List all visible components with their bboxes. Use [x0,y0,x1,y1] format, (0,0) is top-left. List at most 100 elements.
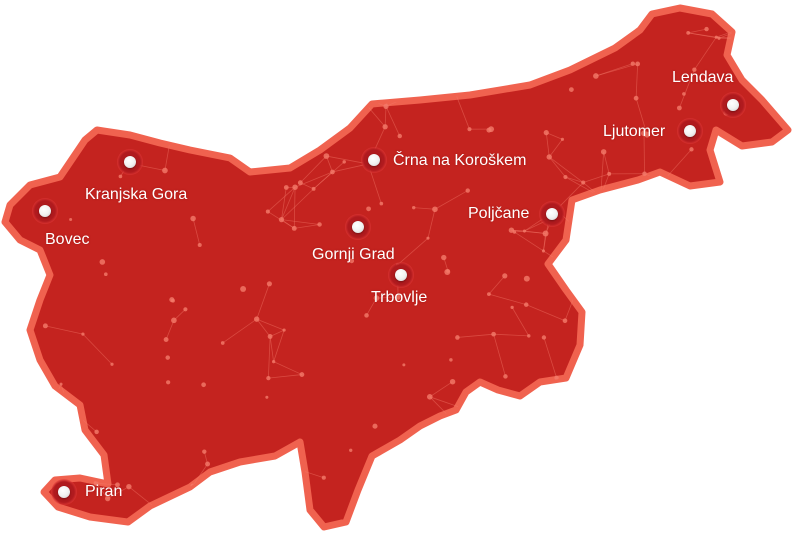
network-node [752,413,758,418]
network-node [201,382,206,388]
network-line [498,449,504,460]
network-node [316,104,321,109]
network-node [614,401,619,406]
network-node [717,36,721,40]
network-node [630,61,635,66]
network-node [382,124,388,130]
network-line [144,118,172,134]
network-line [684,428,712,434]
network-node [34,97,38,101]
network-node [183,307,188,312]
town-label-ljutomer: Ljutomer [603,123,666,140]
network-node [719,475,724,480]
network-node [676,105,682,111]
network-node [240,286,247,292]
network-node [397,133,402,139]
network-node [99,259,106,265]
network-line [574,461,580,473]
network-line [611,505,641,513]
network-line [313,171,333,190]
marker-crna-na-koroskem[interactable] [361,147,387,173]
network-node [741,455,746,460]
network-node [162,22,168,28]
network-line [639,511,670,520]
network-node [682,426,688,432]
network-line [691,341,721,361]
network-node [441,254,447,261]
marker-trbovlje[interactable] [388,262,414,288]
network-node [311,186,316,191]
network-node [7,481,13,487]
network-line [699,468,722,479]
network-line [9,440,12,485]
network-node [577,282,581,287]
town-label-piran: Piran [85,483,123,500]
network-line [165,320,175,340]
network-node [686,30,691,35]
network-node [661,179,665,184]
network-node [103,272,108,277]
network-line [235,118,238,132]
network-line [277,464,302,471]
network-line [267,336,271,379]
network-line [10,77,39,81]
network-node [754,509,759,515]
marker-lendava[interactable] [720,92,746,118]
marker-ljutomer[interactable] [677,118,703,144]
town-label-crna-na-koroskem: Črna na Koroškem [393,152,527,169]
network-node [721,419,727,425]
network-node [746,367,752,374]
network-node [10,478,14,482]
network-node [323,153,330,159]
network-node [66,8,72,14]
network-line [55,144,71,152]
network-line [318,95,359,107]
network-line [691,297,703,342]
network-node [725,265,730,270]
network-node [267,334,273,339]
marker-poljcane[interactable] [539,201,565,227]
network-line [52,10,70,34]
network-node [432,206,438,213]
network-line [457,333,494,338]
marker-gornji-grad[interactable] [345,214,371,240]
network-node [629,13,634,19]
network-node [602,317,607,322]
network-line [603,151,610,174]
network-node [265,209,270,214]
network-node [94,429,99,435]
network-line [269,329,285,337]
network-node [641,130,647,137]
network-node [496,446,502,453]
network-node [739,300,744,305]
network-line [574,472,612,498]
network-line [545,132,550,158]
marker-kranjska-gora[interactable] [117,149,143,175]
network-line [130,37,147,71]
network-node [455,335,460,340]
network-node [680,334,686,340]
town-label-lendava: Lendava [672,69,734,86]
network-line [146,69,173,72]
network-line [38,50,63,81]
network-node [510,76,517,83]
network-node [118,174,123,179]
network-line [740,296,743,303]
network-node [688,297,693,303]
network-node [523,275,530,282]
network-node [646,425,653,432]
network-line [685,417,700,454]
network-node [572,470,578,475]
network-line [475,61,504,85]
network-node [633,95,639,101]
marker-piran[interactable] [51,479,77,505]
network-line [38,65,73,81]
network-node [740,212,746,217]
network-node [527,334,531,338]
network-line [366,297,377,316]
marker-bovec[interactable] [32,198,58,224]
network-node [576,459,582,465]
network-line [682,297,703,338]
network-line [627,348,670,351]
network-node [253,316,260,322]
